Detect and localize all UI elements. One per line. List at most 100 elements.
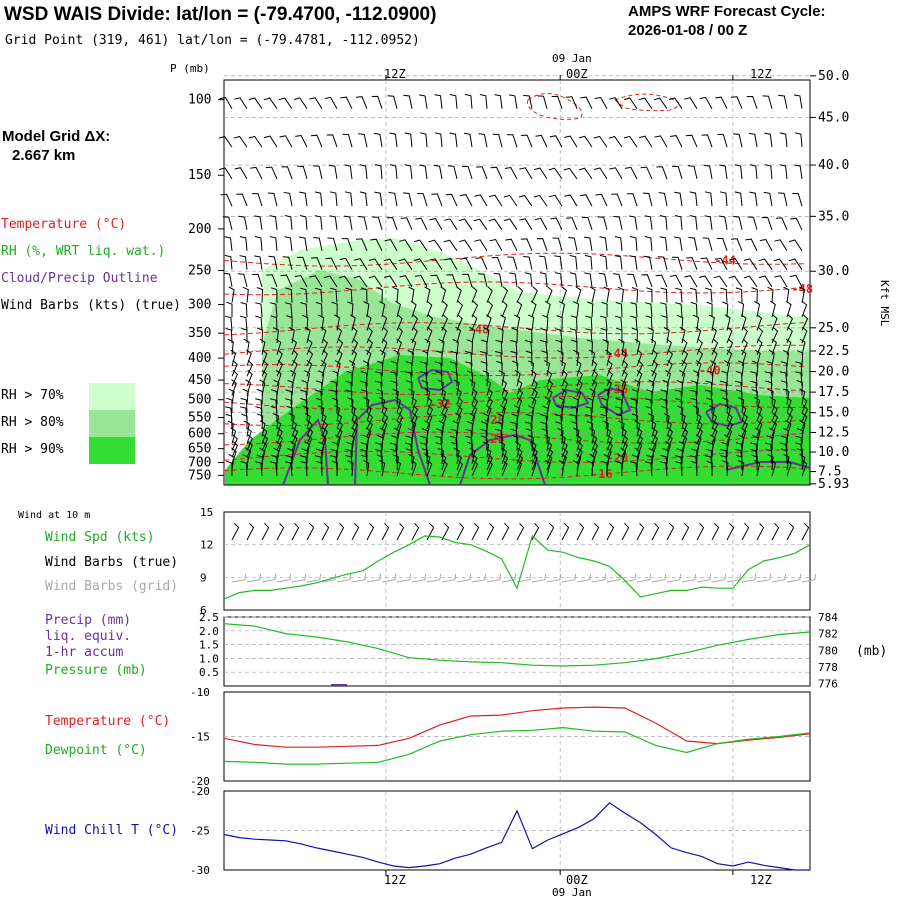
wind-barb	[779, 371, 788, 387]
wind-barb	[693, 370, 700, 387]
wind-barb	[569, 328, 578, 344]
wind-barb	[471, 459, 479, 477]
top-time-label-2: 00Z	[566, 67, 588, 81]
wind-barb	[242, 286, 249, 303]
pressure-tick-label: 700	[188, 455, 211, 470]
wind-barb	[379, 396, 386, 414]
wind-barb	[471, 314, 478, 331]
wind-barb	[767, 388, 774, 405]
wind-barb-true	[786, 522, 795, 541]
wind-barb	[525, 327, 533, 344]
wind-barb	[407, 350, 414, 366]
wind-barb	[799, 286, 806, 303]
wind-barb	[572, 301, 580, 318]
wind-barb	[530, 300, 537, 318]
wind-barb	[630, 406, 638, 422]
wind-barb	[252, 193, 263, 207]
wind-barb	[415, 217, 428, 231]
wind-barb	[556, 405, 563, 422]
wind-barb	[399, 275, 413, 288]
wind-barb	[389, 371, 398, 387]
wind-barbs-true-label: Wind Barbs (true)	[45, 555, 179, 570]
wind-barb	[225, 328, 233, 344]
wind-barb	[300, 287, 308, 303]
wind-barb	[390, 448, 398, 464]
isotherm-label: -24	[483, 432, 505, 446]
wind-barb	[395, 396, 401, 414]
wind-barb	[315, 397, 323, 414]
wind-barb-grid	[621, 573, 637, 583]
wind-barb	[510, 428, 518, 444]
wind-barb	[310, 134, 323, 148]
wind-barb	[535, 134, 548, 148]
wind-barb	[576, 434, 582, 451]
wind-barb	[286, 315, 293, 331]
wind-barb	[666, 434, 673, 451]
dewpoint-line	[223, 726, 811, 765]
wind-barb	[756, 412, 764, 430]
wind-barb	[501, 388, 509, 405]
wind-barb-grid	[801, 573, 817, 583]
wind-barb	[631, 327, 639, 344]
wind-barb	[284, 302, 293, 318]
wind-barb	[669, 274, 683, 288]
wind-barb	[315, 380, 323, 396]
wind-barb	[355, 96, 368, 109]
wind-barb	[735, 389, 743, 405]
wind-barb	[309, 275, 323, 288]
wind-barb	[591, 434, 598, 451]
cloud-outline	[282, 418, 329, 486]
wind-barb	[735, 454, 743, 471]
wind-barb	[570, 339, 578, 355]
wind-barb	[507, 256, 518, 270]
precip-tick-label: 1.0	[199, 652, 219, 665]
wind-barb	[345, 287, 353, 303]
wind-barb-grid	[306, 573, 322, 583]
wind-barb	[383, 275, 398, 288]
wind-barb	[226, 397, 233, 414]
wind-barb	[770, 300, 776, 318]
wind-barb	[606, 369, 614, 387]
wind-barb	[708, 314, 715, 331]
wind-tick-label: 15	[200, 506, 213, 519]
wind-barb	[746, 95, 758, 109]
wind-barb	[411, 326, 418, 344]
wind-barb	[399, 239, 413, 252]
wind-barb	[629, 255, 638, 270]
wind-barb	[754, 349, 761, 367]
wind-barb	[438, 338, 445, 355]
wind-barb	[548, 167, 563, 180]
wind-barb	[659, 302, 668, 318]
wind-barb	[315, 460, 323, 477]
wind-barb	[759, 238, 773, 252]
wind-barb	[379, 459, 386, 477]
wind-barb	[438, 420, 445, 437]
wind-barb	[452, 420, 459, 437]
bottom-date-label: 09 Jan	[552, 886, 592, 899]
wind-barb	[413, 258, 428, 270]
isotherm-label: -48	[468, 322, 490, 336]
pressure-tick-label: 500	[188, 393, 211, 408]
wind-barb	[421, 448, 429, 464]
wind-barb	[330, 380, 338, 396]
wind-barb	[745, 238, 758, 252]
legend-wind-barbs: Wind Barbs (kts) (true)	[1, 298, 182, 313]
rh80-swatch	[89, 410, 135, 437]
wind-barb	[408, 388, 415, 405]
wind-barb	[724, 404, 731, 422]
wind-barb	[793, 94, 803, 109]
wind-barb	[754, 396, 761, 414]
wind-barb	[794, 164, 803, 179]
pressure-axis-title: P (mb)	[170, 62, 210, 75]
wind-barb	[328, 164, 338, 179]
wind-barb	[246, 369, 253, 387]
wind-barb-true	[261, 522, 270, 541]
wind-barb	[321, 420, 328, 437]
wind-barb	[265, 166, 278, 180]
wind-barb-grid	[741, 573, 757, 583]
wind-barb	[599, 254, 608, 270]
wind-barb	[231, 369, 239, 387]
wind-barb	[597, 216, 608, 230]
wind-barb	[359, 191, 368, 207]
height-tick-label: 15.0	[818, 406, 849, 421]
